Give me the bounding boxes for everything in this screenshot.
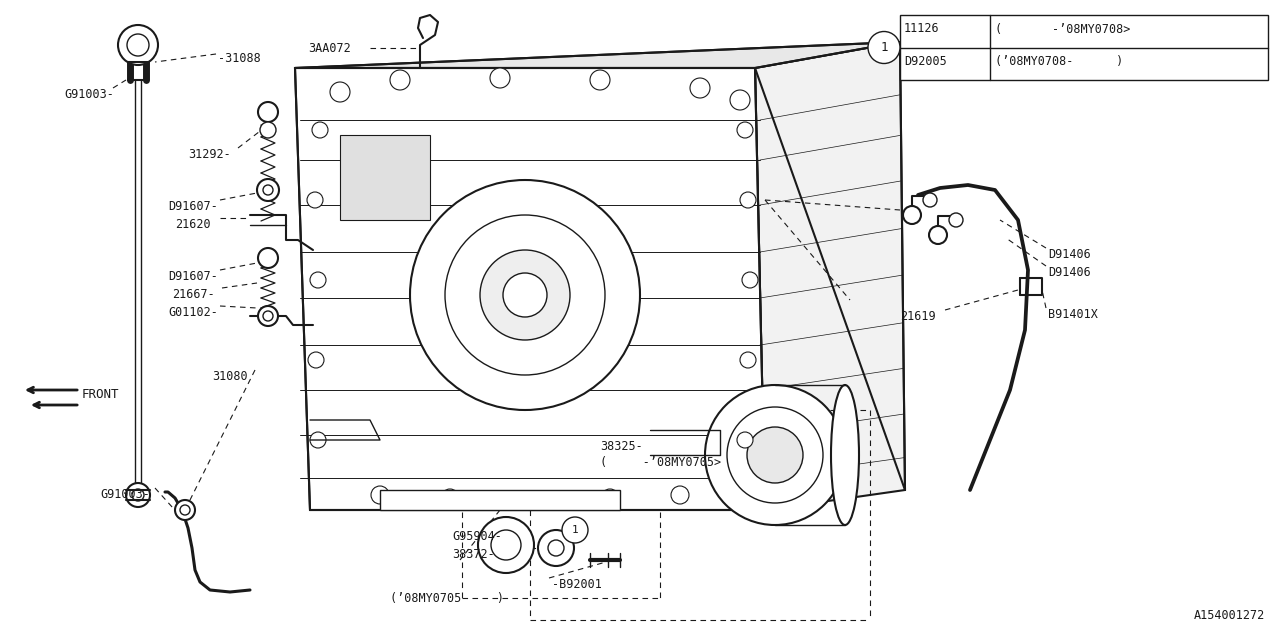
Polygon shape [900, 15, 1268, 80]
Circle shape [727, 407, 823, 503]
Ellipse shape [831, 385, 859, 525]
Circle shape [125, 483, 150, 507]
Text: 21619: 21619 [900, 310, 936, 323]
Circle shape [118, 25, 157, 65]
Circle shape [737, 122, 753, 138]
Polygon shape [340, 135, 430, 220]
Circle shape [929, 226, 947, 244]
Text: 21667-: 21667- [172, 288, 215, 301]
Text: (       -’08MY0708>: ( -’08MY0708> [995, 22, 1130, 35]
Text: (’08MY0705-    ): (’08MY0705- ) [390, 592, 504, 605]
Polygon shape [755, 42, 905, 510]
Circle shape [602, 489, 620, 507]
Circle shape [730, 90, 750, 110]
Circle shape [868, 31, 900, 63]
Text: (     -’08MY0705>: ( -’08MY0705> [600, 456, 721, 469]
Text: 31292-: 31292- [188, 148, 230, 161]
Circle shape [259, 306, 278, 326]
Circle shape [737, 432, 753, 448]
Circle shape [671, 486, 689, 504]
Circle shape [390, 70, 410, 90]
Text: 31080: 31080 [212, 370, 247, 383]
Circle shape [562, 517, 588, 543]
Text: 1: 1 [881, 41, 888, 54]
Circle shape [330, 82, 349, 102]
Circle shape [948, 213, 963, 227]
Circle shape [127, 34, 148, 56]
Circle shape [923, 193, 937, 207]
Text: G91003-: G91003- [100, 488, 150, 501]
Text: 38372-: 38372- [452, 548, 495, 561]
Circle shape [445, 215, 605, 375]
Circle shape [521, 491, 539, 509]
Circle shape [307, 192, 323, 208]
Circle shape [477, 517, 534, 573]
Circle shape [742, 272, 758, 288]
Text: 1: 1 [572, 525, 579, 535]
Circle shape [312, 122, 328, 138]
Circle shape [180, 505, 189, 515]
Circle shape [490, 68, 509, 88]
Circle shape [310, 272, 326, 288]
Polygon shape [294, 42, 900, 68]
Circle shape [371, 486, 389, 504]
Circle shape [262, 311, 273, 321]
Circle shape [492, 530, 521, 560]
Circle shape [705, 385, 845, 525]
Circle shape [902, 206, 922, 224]
Circle shape [480, 250, 570, 340]
Text: D91406: D91406 [1048, 266, 1091, 279]
Circle shape [442, 489, 460, 507]
Text: D91607-: D91607- [168, 270, 218, 283]
Text: B91401X: B91401X [1048, 308, 1098, 321]
Text: (’08MY0708-      ): (’08MY0708- ) [995, 55, 1124, 68]
Circle shape [740, 192, 756, 208]
Circle shape [308, 352, 324, 368]
Text: 3AA072: 3AA072 [308, 42, 351, 55]
Polygon shape [380, 490, 620, 510]
Circle shape [503, 273, 547, 317]
Circle shape [740, 352, 756, 368]
Circle shape [590, 70, 611, 90]
Circle shape [690, 78, 710, 98]
Text: D92005: D92005 [904, 55, 947, 68]
Circle shape [260, 122, 276, 138]
Circle shape [310, 432, 326, 448]
Circle shape [748, 427, 803, 483]
Text: D91406: D91406 [1048, 248, 1091, 261]
Text: D91607-: D91607- [168, 200, 218, 213]
Text: 38325-: 38325- [600, 440, 643, 453]
Text: -31088: -31088 [218, 52, 261, 65]
Circle shape [259, 248, 278, 268]
Circle shape [548, 540, 564, 556]
Text: G91003-: G91003- [64, 88, 114, 101]
Circle shape [257, 179, 279, 201]
Polygon shape [294, 68, 765, 510]
Circle shape [538, 530, 573, 566]
Text: 21620: 21620 [175, 218, 211, 231]
Text: FRONT: FRONT [82, 388, 119, 401]
Circle shape [262, 185, 273, 195]
Text: A154001272: A154001272 [1194, 609, 1265, 622]
Circle shape [175, 500, 195, 520]
Text: G01102-: G01102- [168, 306, 218, 319]
Circle shape [132, 489, 143, 501]
Text: G95904-: G95904- [452, 530, 502, 543]
Circle shape [410, 180, 640, 410]
Text: -B92001: -B92001 [552, 578, 602, 591]
Circle shape [259, 102, 278, 122]
Text: 11126: 11126 [904, 22, 940, 35]
